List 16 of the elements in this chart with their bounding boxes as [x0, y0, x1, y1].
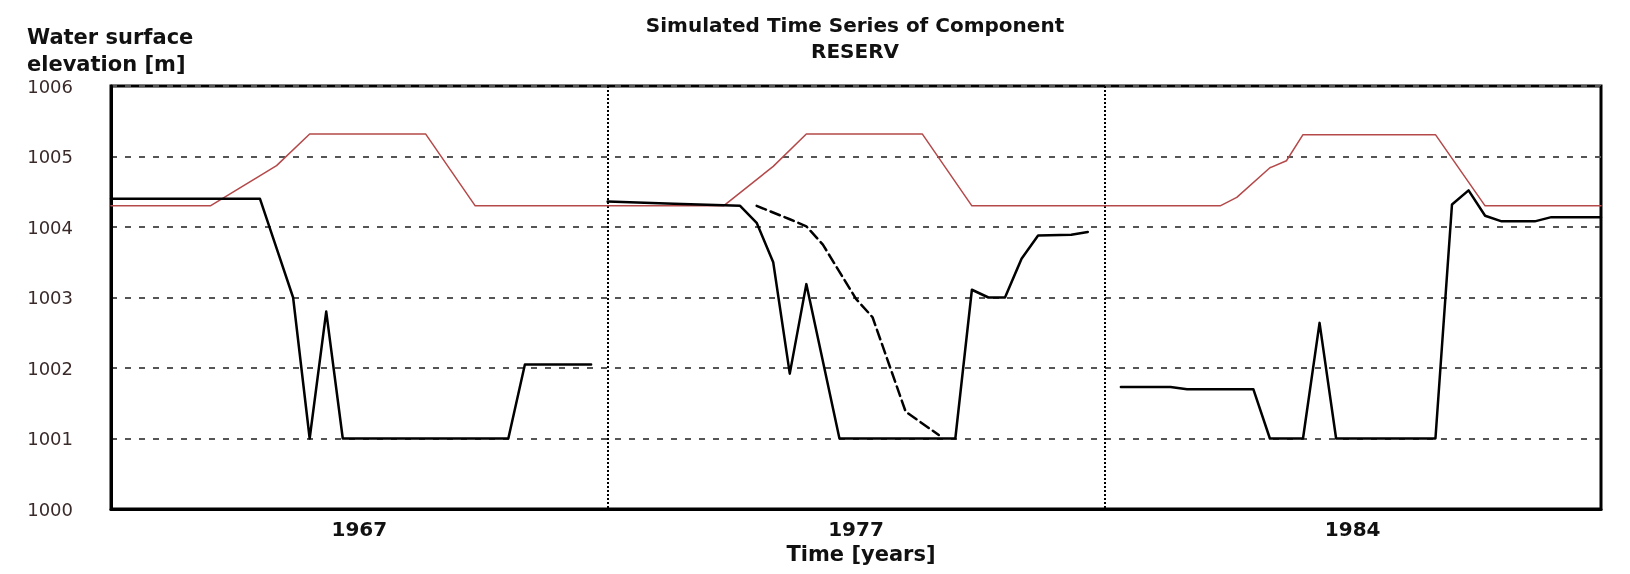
x-tick-label: 1977 [828, 517, 884, 541]
y-tick-label: 1005 [27, 146, 73, 167]
chart-title: Simulated Time Series of Component [645, 13, 1065, 37]
x-tick-label: 1984 [1324, 517, 1381, 541]
x-tick-label: 1967 [331, 517, 388, 541]
x-axis-title: Time [years] [786, 541, 936, 566]
y-tick-label: 1004 [27, 216, 73, 238]
chart-subtitle: RESERV [810, 39, 900, 63]
line-series [755, 204, 941, 437]
y-tick-label: 1001 [27, 428, 73, 449]
line-series [110, 133, 1602, 207]
y-tick-label: 1000 [27, 498, 73, 520]
y-axis-title: Water surface elevation [m] [27, 24, 194, 76]
y-tick-label: 1003 [27, 287, 73, 308]
y-tick-label: 1002 [27, 357, 73, 379]
y-tick-label: 1006 [27, 75, 73, 97]
